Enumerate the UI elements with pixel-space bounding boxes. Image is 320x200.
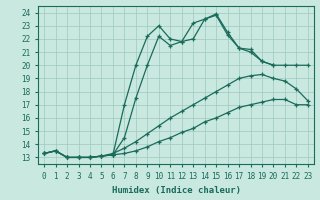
X-axis label: Humidex (Indice chaleur): Humidex (Indice chaleur)	[111, 186, 241, 195]
